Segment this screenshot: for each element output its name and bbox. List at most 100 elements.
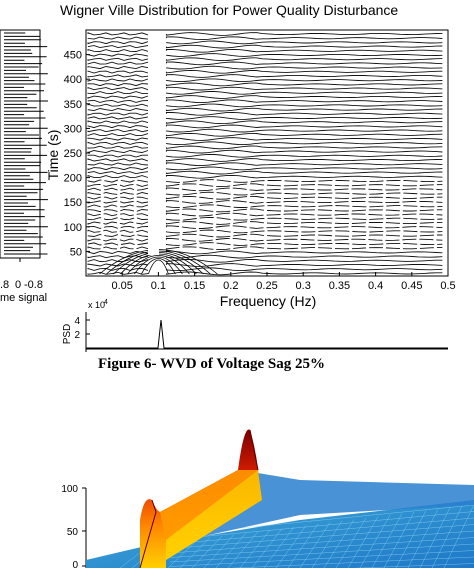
time-signal-label: me signal [0, 292, 47, 304]
surface-mesh-line [215, 532, 247, 568]
wvd-contour-line [87, 195, 443, 200]
wvd-xlabel: Frequency (Hz) [220, 293, 316, 309]
wvd-contour-line [87, 208, 443, 213]
wvd-contour-line [87, 137, 443, 141]
wvd-contour-line [87, 258, 443, 263]
surface-ztick-100: 100 [61, 484, 78, 495]
psd-ytick-2: 2 [74, 330, 80, 341]
wvd-contour-arc [134, 256, 183, 275]
wvd-xtick-label: 0.5 [440, 280, 455, 292]
psd-ytick-4: 4 [74, 316, 80, 327]
surface-mesh-line [169, 511, 474, 540]
wvd-contour-line [87, 69, 443, 74]
wvd-contour-line [87, 267, 443, 272]
psd-plot [85, 312, 448, 352]
surface-mesh-line [227, 531, 259, 568]
wvd-title: Wigner Ville Distribution for Power Qual… [60, 2, 399, 18]
wvd-xtick-label: 0.2 [223, 280, 238, 292]
wvd-yticks: 50 100 150 200 250 300 350 400 450 [64, 50, 90, 258]
wvd-contour-line [87, 229, 443, 234]
wvd-xtick-label: 0.05 [111, 280, 132, 292]
surface-mesh-line [383, 511, 415, 568]
wvd-plot-area [85, 29, 449, 277]
time-signal-panel [0, 29, 48, 262]
wvd-ytick-label: 150 [64, 197, 82, 209]
wvd-xtick-label: 0.25 [256, 280, 277, 292]
wvd-contour-line [87, 57, 443, 62]
wvd-contour-line [87, 99, 443, 104]
surface-mesh-line [371, 513, 403, 568]
wvd-contour-arc [148, 259, 169, 275]
wvd-ylabel: Time (s) [45, 130, 61, 181]
surface-mesh-line [359, 514, 391, 568]
wvd-contours [87, 32, 443, 276]
wvd-contour-arc [141, 258, 176, 275]
wvd-contour-line [87, 91, 443, 95]
surface-ridge-face [160, 470, 258, 540]
surface-ridge-light [166, 470, 262, 560]
wvd-contour-line [87, 149, 443, 154]
figure-caption: Figure 6- WVD of Voltage Sag 25% [98, 356, 325, 372]
surface-ztick-50: 50 [67, 527, 79, 538]
surface-peak-edge [139, 499, 157, 568]
wvd-contour-line [87, 132, 443, 137]
psd-exponent: x 10 [88, 300, 105, 310]
wvd-contour-line [87, 82, 443, 87]
wvd-contour-line [87, 120, 443, 125]
surface-mesh-line [395, 510, 427, 568]
surface-mesh-line [299, 522, 331, 568]
wvd-contour-line [87, 141, 443, 146]
wvd-contour-line [87, 36, 443, 41]
wvd-ytick-label: 250 [64, 148, 82, 160]
wvd-xtick-label: 0.35 [329, 280, 350, 292]
wvd-contour-line [87, 170, 443, 175]
wvd-contour-line [87, 221, 443, 225]
wvd-xtick-label: 0.45 [401, 280, 422, 292]
wvd-contour-line [87, 183, 443, 188]
wvd-contour-line [87, 153, 443, 158]
wvd-ridge-gap [148, 31, 159, 255]
wvd-contour-line [87, 40, 443, 45]
wvd-contour-line [87, 204, 443, 209]
wvd-contour-line [87, 250, 443, 255]
wvd-xtick-label: 0.15 [184, 280, 205, 292]
surface-mesh-line [169, 524, 474, 549]
wvd-contour-line [87, 225, 443, 229]
surface-mesh-line [353, 563, 474, 568]
wvd-contour-line [87, 86, 443, 91]
wvd-contour-line [87, 48, 443, 53]
left-tick-mid: 0 [15, 279, 21, 291]
surface-mesh-line [229, 556, 474, 568]
surface-mesh-line [419, 507, 451, 568]
surface-mesh-line [431, 505, 463, 568]
surface-mesh-line [287, 523, 319, 568]
wvd-contour-line [87, 166, 443, 171]
surface-mesh-line [347, 516, 379, 568]
wvd-contour-arc [127, 255, 190, 275]
wvd-contour-line [87, 254, 443, 259]
wvd-contour-line [87, 158, 443, 162]
psd-exponent-power: 4 [104, 299, 108, 306]
surface-peak-edge-2 [249, 429, 259, 471]
wvd-contour-line [87, 124, 443, 129]
surface-mesh-line [311, 520, 343, 568]
wvd-contour-line [87, 44, 443, 49]
wvd-contour-line [87, 95, 443, 99]
psd-trace [86, 319, 448, 349]
wvd-contour-line [87, 212, 443, 217]
wvd-contour-line [87, 116, 443, 120]
surface-mesh-line [169, 537, 474, 558]
surface-plot [82, 429, 474, 568]
wvd-ytick-label: 200 [64, 173, 82, 185]
wvd-contour-line [87, 187, 443, 192]
left-tick-right: -0.8 [24, 279, 43, 291]
wvd-contour-line [87, 65, 443, 70]
psd-ylabel: PSD [62, 324, 73, 345]
wvd-contour-line [87, 32, 443, 36]
wvd-contour-line [87, 162, 443, 167]
wvd-xtick-label: 0.4 [368, 280, 383, 292]
wvd-contour-line [87, 107, 443, 112]
surface-mesh-line [167, 538, 199, 568]
surface-mesh-line [407, 508, 439, 568]
